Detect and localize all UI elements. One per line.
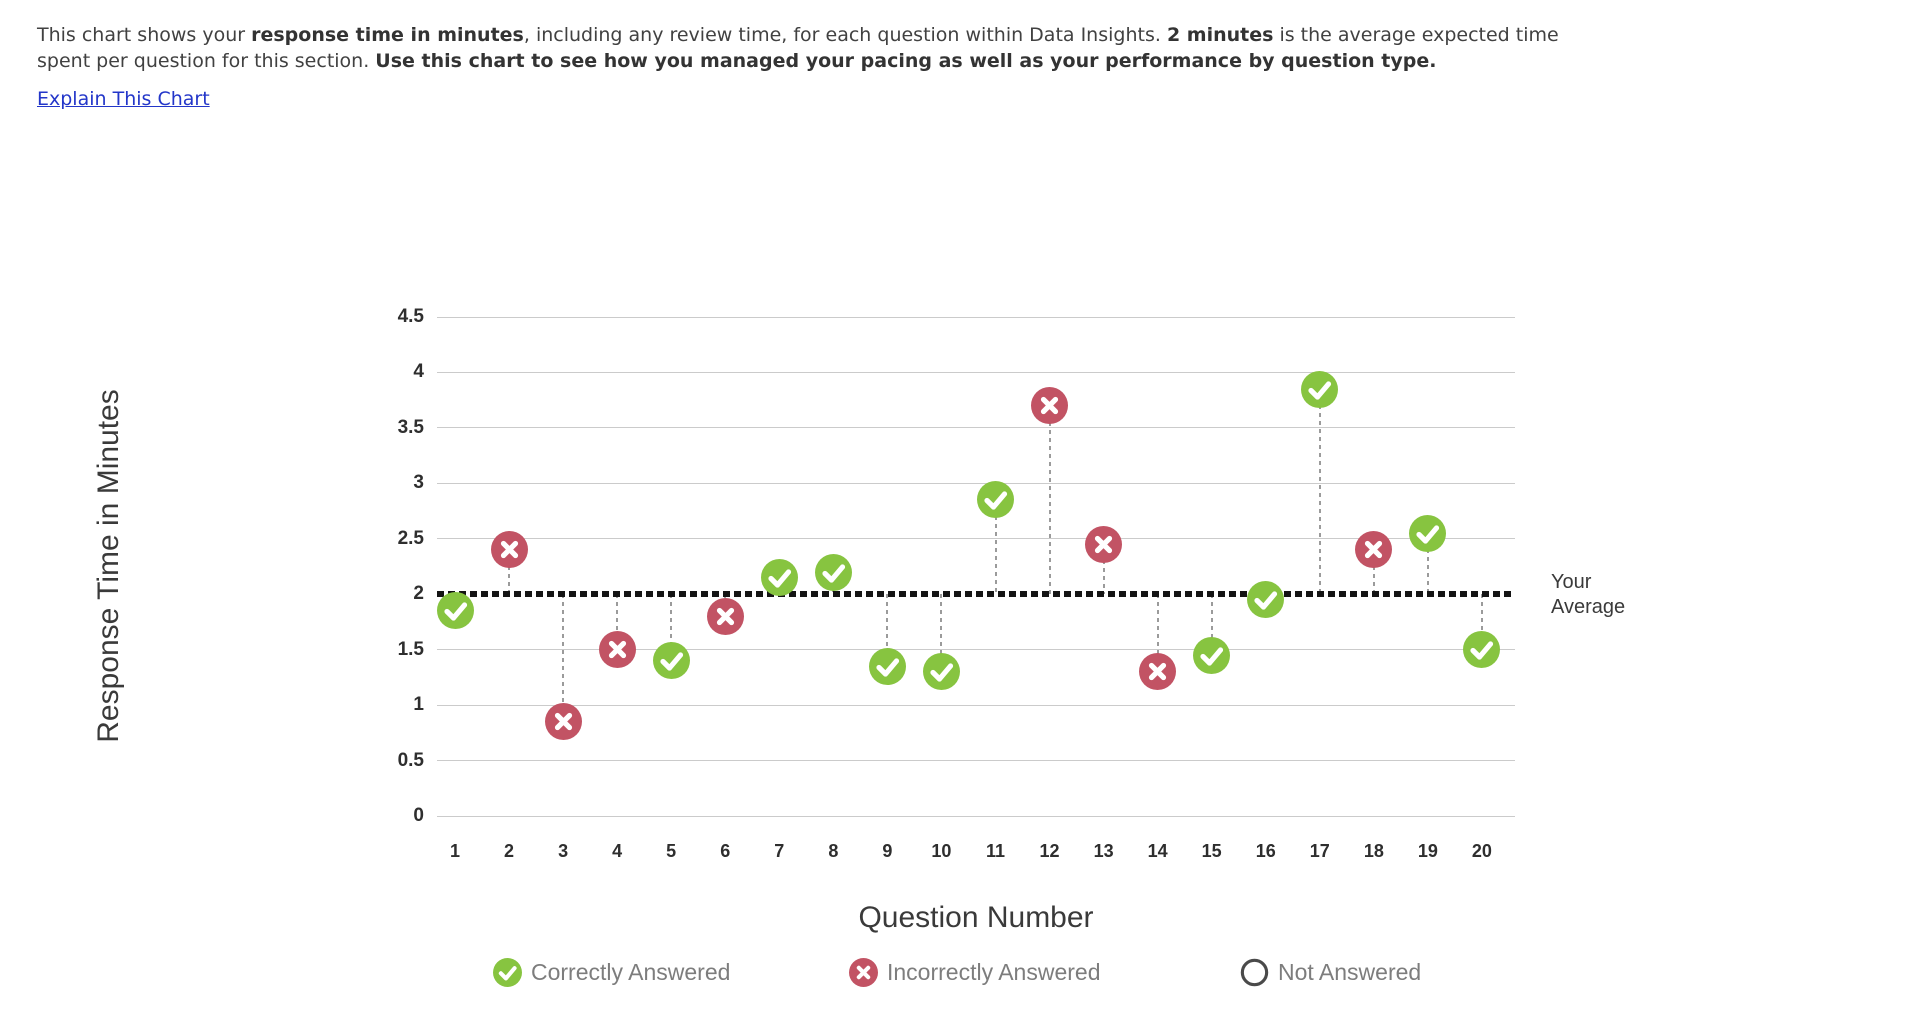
leader-line-q14: [1156, 594, 1159, 672]
x-tick-label-4: 4: [612, 841, 623, 861]
leader-line-q20: [1480, 594, 1483, 650]
x-tick-label-3: 3: [558, 841, 569, 861]
gridline-1: [437, 704, 1515, 706]
marker-q15-correct: [1193, 636, 1231, 674]
leader-line-q19: [1426, 533, 1429, 595]
x-tick-label-5: 5: [666, 841, 677, 861]
x-tick-label-15: 15: [1201, 841, 1222, 861]
leader-line-q5: [670, 594, 673, 661]
description-line: This chart shows your response time in m…: [37, 24, 1559, 46]
gridline-3: [437, 482, 1515, 484]
x-tick-label-11: 11: [985, 841, 1006, 861]
gridline-4.5: [437, 316, 1515, 318]
y-tick-label-4.5: 4.5: [397, 306, 424, 327]
leader-line-q12: [1048, 405, 1051, 595]
y-tick-label-0.5: 0.5: [397, 749, 424, 771]
legend-item-incorrect: Incorrectly Answered: [849, 958, 1100, 987]
x-tick-label-17: 17: [1309, 841, 1330, 861]
marker-q20-correct: [1463, 631, 1501, 669]
marker-q13-incorrect: [1085, 525, 1123, 563]
legend-label-not-answered: Not Answered: [1278, 959, 1422, 985]
marker-q18-incorrect: [1355, 531, 1393, 569]
x-tick-label-10: 10: [931, 841, 952, 861]
x-tick-label-12: 12: [1039, 841, 1060, 861]
marker-q7-correct: [760, 559, 798, 597]
gridline-2.5: [437, 538, 1515, 540]
chart-legend: Correctly Answered Incorrectly Answered No…: [0, 958, 1916, 992]
y-axis-title: Response Time in Minutes: [92, 389, 125, 743]
leader-line-q2: [508, 549, 511, 595]
leader-line-q17: [1318, 389, 1321, 595]
y-tick-label-4: 4: [413, 361, 424, 383]
y-tick-label-3.5: 3.5: [397, 416, 424, 438]
gridline-3.5: [437, 427, 1515, 429]
y-tick-label-2.5: 2.5: [397, 527, 424, 549]
marker-q12-incorrect: [1031, 387, 1069, 425]
gridline-4: [437, 371, 1515, 373]
marker-q3-incorrect: [544, 703, 582, 741]
leader-line-q4: [616, 594, 619, 650]
x-tick-label-16: 16: [1255, 841, 1276, 861]
description-line: spent per question for this section. Use…: [37, 50, 1437, 72]
marker-q1-correct: [436, 592, 474, 630]
marker-q8-correct: [814, 553, 852, 591]
x-tick-label-6: 6: [720, 841, 731, 861]
marker-q16-correct: [1247, 581, 1285, 619]
marker-q14-incorrect: [1139, 653, 1177, 691]
x-tick-label-18: 18: [1363, 841, 1384, 861]
correct-legend-icon: [493, 958, 522, 987]
your-average-line: [437, 591, 1515, 598]
x-tick-label-8: 8: [828, 841, 839, 861]
y-tick-label-0: 0: [413, 805, 424, 826]
leader-line-q9: [886, 594, 889, 667]
leader-line-q13: [1102, 544, 1105, 595]
x-axis-title: Question Number: [858, 901, 1094, 934]
leader-line-q15: [1210, 594, 1213, 656]
x-tick-label-14: 14: [1147, 841, 1168, 861]
marker-q17-correct: [1301, 370, 1339, 408]
marker-q9-correct: [868, 647, 906, 685]
x-tick-label-20: 20: [1471, 841, 1492, 861]
leader-line-q3: [562, 594, 565, 722]
explain-this-chart-link[interactable]: Explain This Chart: [37, 88, 210, 110]
x-tick-label-13: 13: [1093, 841, 1114, 861]
y-tick-label-1: 1: [413, 694, 424, 716]
leader-line-q18: [1372, 549, 1375, 595]
gridline-0: [437, 815, 1515, 817]
not-answered-legend-icon: [1240, 958, 1269, 987]
x-tick-label-9: 9: [882, 841, 893, 861]
marker-q2-incorrect: [490, 531, 528, 569]
chart-description: This chart shows your response time in m…: [37, 22, 1559, 74]
legend-label-incorrect: Incorrectly Answered: [887, 959, 1101, 985]
leader-line-q11: [994, 499, 997, 595]
marker-q10-correct: [922, 653, 960, 691]
marker-q4-incorrect: [598, 631, 636, 669]
incorrect-legend-icon: [849, 958, 878, 987]
marker-q6-incorrect: [706, 597, 744, 635]
marker-q5-correct: [652, 642, 690, 680]
gridline-1.5: [437, 649, 1515, 651]
legend-item-not-answered: Not Answered: [1240, 958, 1421, 987]
legend-label-correct: Correctly Answered: [531, 959, 731, 985]
marker-q19-correct: [1409, 514, 1447, 552]
y-tick-label-1.5: 1.5: [397, 638, 424, 660]
x-tick-label-7: 7: [774, 841, 785, 861]
gridline-0.5: [437, 760, 1515, 762]
x-tick-label-19: 19: [1417, 841, 1438, 861]
legend-item-correct: Correctly Answered: [493, 958, 730, 987]
y-tick-label-3: 3: [413, 472, 424, 494]
x-tick-label-2: 2: [504, 841, 515, 861]
x-tick-label-1: 1: [449, 841, 460, 861]
y-tick-label-2: 2: [413, 583, 424, 605]
marker-q11-correct: [977, 481, 1014, 519]
your-average-label: Your Average: [1551, 571, 1626, 618]
leader-line-q10: [940, 594, 943, 672]
